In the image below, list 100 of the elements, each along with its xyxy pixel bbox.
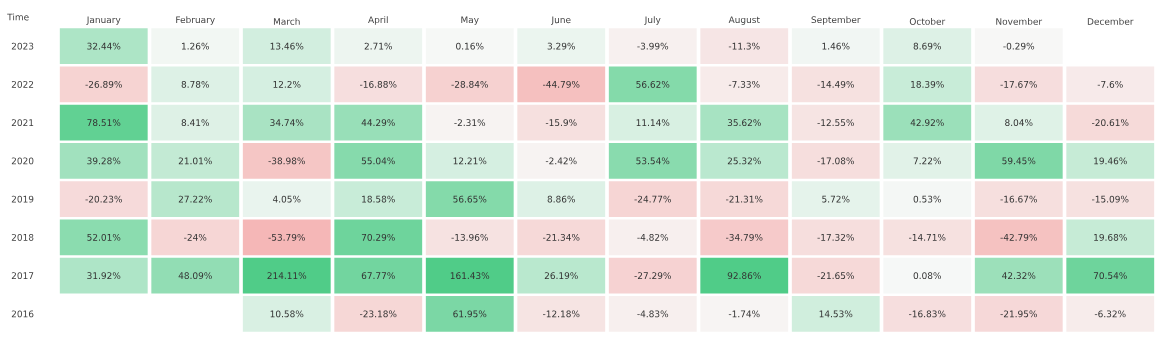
data-label: 56.65%: [453, 195, 487, 203]
data-label: 19.46%: [1094, 157, 1127, 165]
data-label: -21.34%: [542, 233, 580, 241]
data-label: -26.89%: [85, 80, 122, 88]
data-label: -24.77%: [634, 195, 671, 203]
data-label: 19.68%: [1094, 233, 1127, 241]
data-label: -23.18%: [359, 310, 397, 318]
data-label: 26.19%: [544, 272, 578, 280]
data-label: -17.32%: [817, 233, 854, 241]
y-axis-title: Time: [7, 13, 29, 21]
data-label: -13.96%: [451, 233, 488, 241]
data-label: -34.79%: [725, 233, 763, 241]
data-label: 4.05%: [272, 195, 301, 203]
y-tick-label: 2019: [11, 195, 34, 203]
data-label: -4.83%: [637, 310, 669, 318]
data-label: 1.46%: [822, 42, 850, 50]
y-tick-label: 2021: [11, 119, 34, 127]
y-tick-label: 2016: [11, 310, 34, 318]
data-label: 13.46%: [270, 42, 304, 50]
data-label: -14.71%: [908, 233, 946, 241]
x-tick-label: July: [644, 16, 661, 25]
data-label: -11.3%: [728, 42, 760, 50]
data-label: 59.45%: [1002, 157, 1036, 165]
x-tick-label: December: [1087, 17, 1134, 25]
data-label: 39.28%: [87, 157, 121, 165]
data-label: 161.43%: [450, 272, 490, 280]
data-label: -17.08%: [817, 157, 854, 165]
x-tick-label: August: [728, 16, 760, 25]
data-label: -7.6%: [1097, 80, 1123, 88]
data-label: -24%: [184, 233, 207, 241]
x-tick-label: June: [551, 16, 571, 25]
data-label: -16.88%: [359, 80, 397, 88]
data-label: 8.86%: [547, 195, 575, 203]
data-label: 31.92%: [87, 272, 121, 280]
data-label: -12.55%: [817, 119, 854, 127]
data-label: 48.09%: [178, 272, 212, 280]
y-tick-label: 2020: [11, 157, 34, 165]
data-label: 42.92%: [910, 119, 944, 127]
data-label: 21.01%: [178, 157, 212, 165]
x-tick-label: April: [368, 16, 388, 25]
data-label: 7.22%: [913, 157, 942, 165]
data-label: -4.82%: [637, 233, 669, 241]
data-label: 78.51%: [87, 119, 121, 127]
x-tick-label: March: [273, 17, 300, 25]
data-label: 32.44%: [87, 42, 121, 50]
data-label: -20.23%: [85, 195, 122, 203]
data-label: 42.32%: [1002, 272, 1036, 280]
data-label: 11.14%: [636, 119, 670, 127]
data-label: 10.58%: [270, 310, 304, 318]
data-label: -6.32%: [1094, 310, 1126, 318]
data-label: -21.65%: [817, 272, 854, 280]
data-label: -42.79%: [1000, 233, 1037, 241]
data-label: 35.62%: [727, 119, 761, 127]
data-label: -7.33%: [728, 80, 760, 88]
data-label: -16.67%: [1000, 195, 1037, 203]
data-label: -17.67%: [1000, 80, 1037, 88]
data-label: 1.26%: [181, 42, 209, 50]
x-tick-label: February: [176, 16, 215, 25]
y-tick-label: 2023: [11, 42, 34, 50]
x-tick-label: September: [811, 16, 861, 25]
data-label: -3.99%: [637, 42, 669, 50]
data-label: 3.29%: [547, 42, 575, 50]
x-tick-label: January: [86, 16, 121, 25]
data-label: 5.72%: [822, 195, 850, 203]
data-label: -28.84%: [451, 80, 488, 88]
data-label: 55.04%: [361, 157, 395, 165]
data-label: -38.98%: [268, 157, 305, 165]
y-tick-label: 2018: [11, 233, 34, 241]
data-label: 27.22%: [178, 195, 212, 203]
data-label: 70.29%: [361, 233, 395, 241]
data-label: -20.61%: [1091, 119, 1129, 127]
data-label: 56.62%: [636, 80, 670, 88]
data-label: 70.54%: [1093, 272, 1127, 280]
data-label: -44.79%: [542, 80, 580, 88]
x-tick-label: November: [996, 17, 1043, 25]
data-label: -15.09%: [1091, 195, 1129, 203]
data-label: -53.79%: [268, 233, 305, 241]
x-tick-label: May: [461, 16, 479, 25]
data-label: 67.77%: [361, 272, 395, 280]
data-label: 0.08%: [913, 272, 942, 280]
y-tick-label: 2022: [11, 80, 34, 88]
data-label: -2.42%: [545, 157, 577, 165]
data-label: 52.01%: [87, 233, 121, 241]
data-label: 2.71%: [364, 42, 392, 50]
data-label: 8.78%: [181, 80, 209, 88]
data-label: 44.29%: [361, 119, 395, 127]
data-label: 34.74%: [270, 119, 304, 127]
data-label: -21.95%: [1000, 310, 1037, 318]
data-label: -16.83%: [908, 310, 946, 318]
data-label: 92.86%: [727, 272, 761, 280]
data-label: 61.95%: [453, 310, 487, 318]
data-label: -21.31%: [725, 195, 763, 203]
data-label: -14.49%: [817, 80, 854, 88]
data-label: 25.32%: [727, 157, 761, 165]
data-label: 8.69%: [913, 42, 942, 50]
y-tick-label: 2017: [11, 272, 34, 280]
data-label: -15.9%: [545, 119, 577, 127]
data-label: -12.18%: [542, 310, 580, 318]
data-label: 0.16%: [456, 42, 484, 50]
data-label: 8.41%: [181, 119, 209, 127]
